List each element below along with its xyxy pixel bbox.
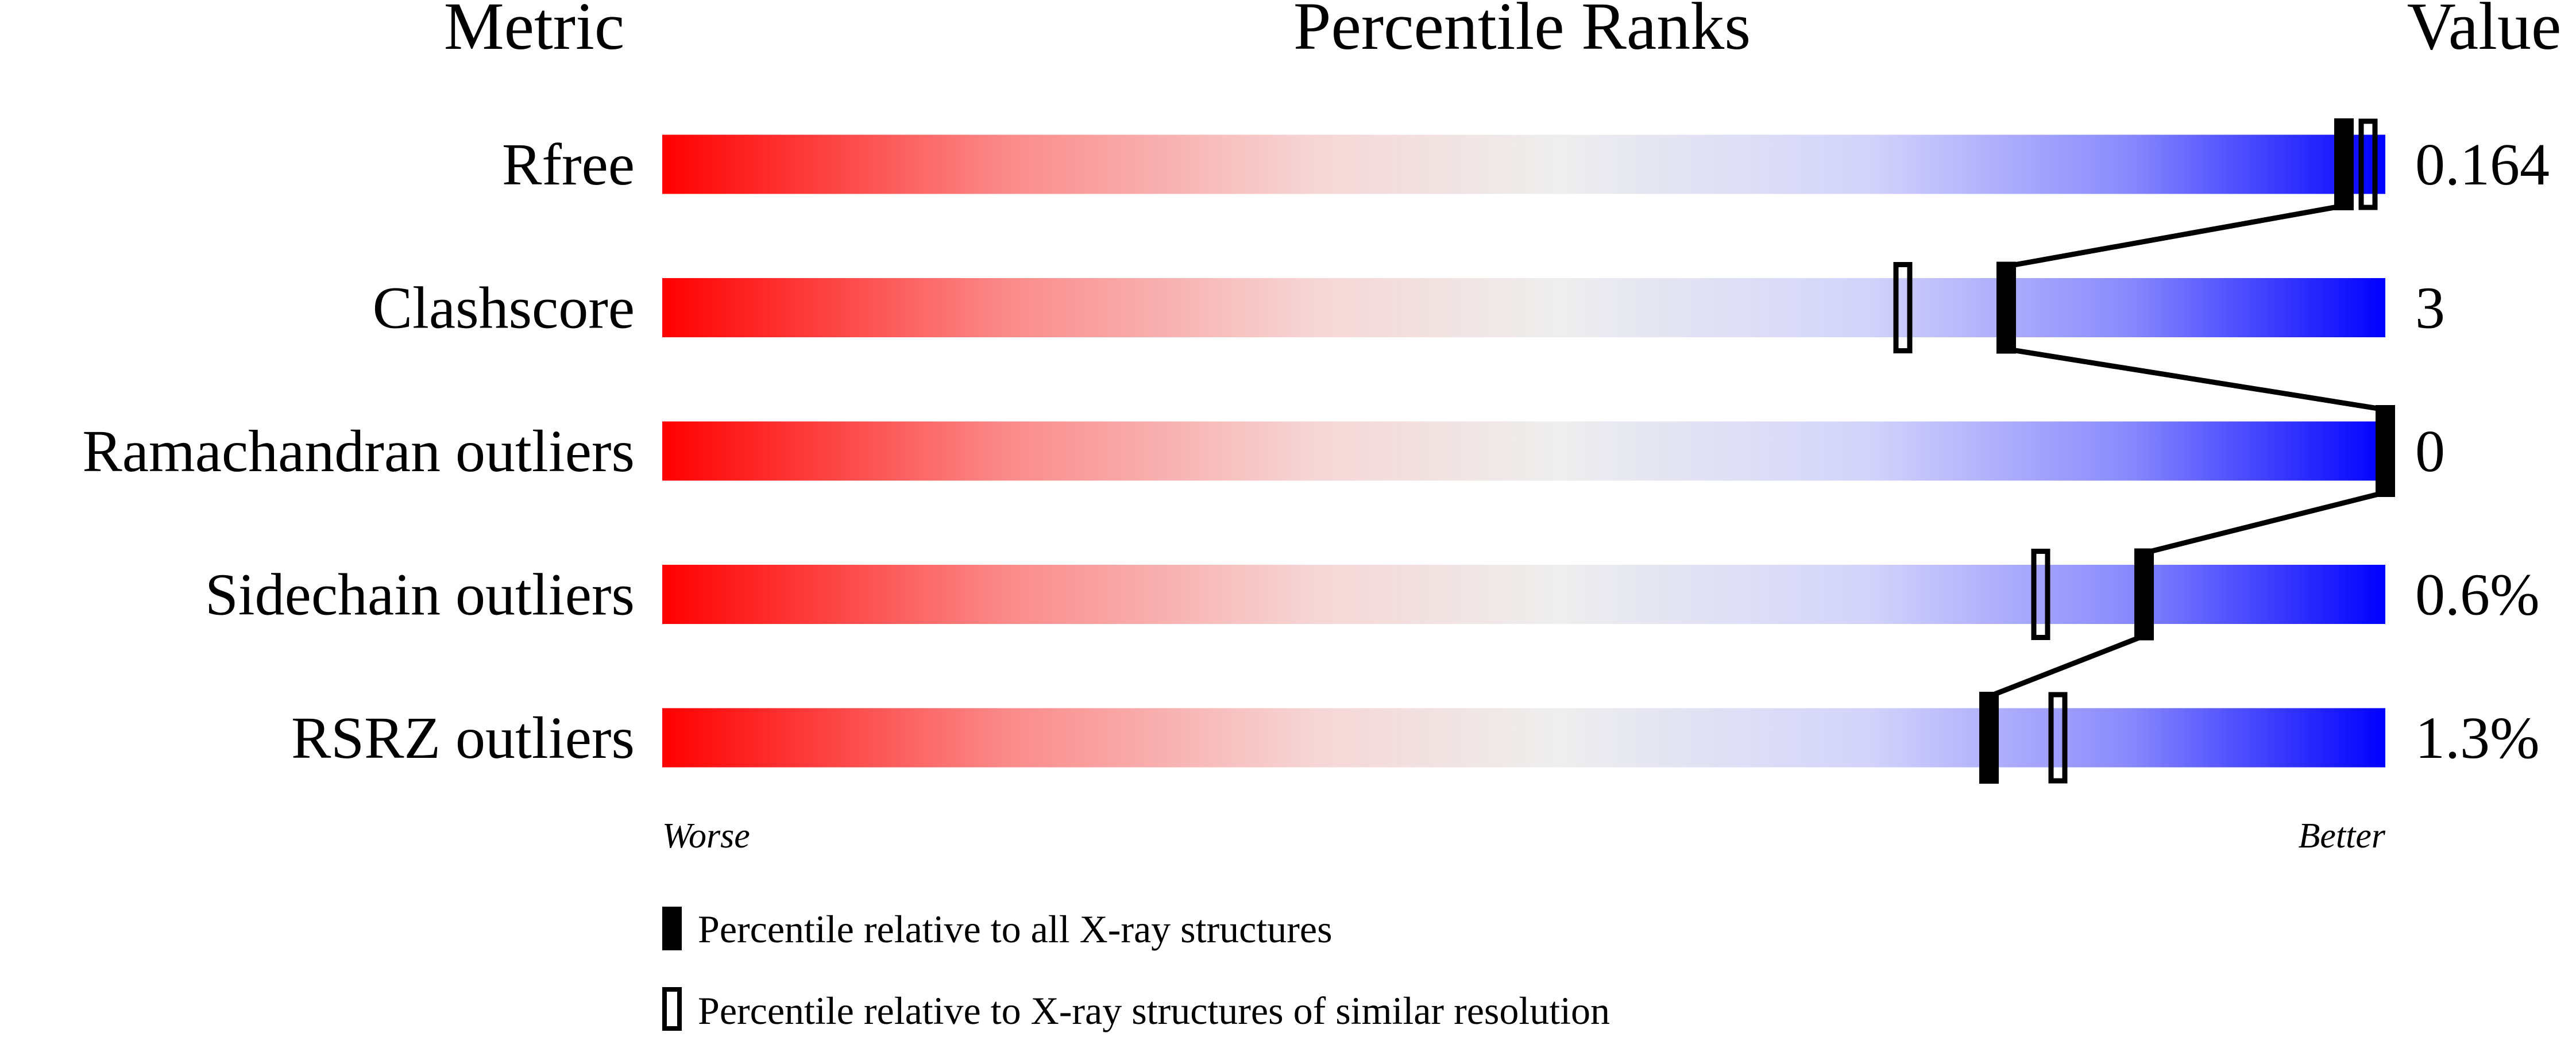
metric-value: 0.164 (2415, 132, 2550, 198)
percentile-bar (662, 134, 2385, 194)
connector-line (1988, 633, 2145, 699)
marker-all-structures (2334, 118, 2354, 210)
percentile-bar (662, 278, 2385, 337)
metric-value: 3 (2415, 275, 2445, 341)
metric-value: 0.6% (2415, 562, 2540, 628)
metric-label: Ramachandran outliers (82, 418, 635, 484)
legend-filled-label: Percentile relative to all X-ray structu… (698, 907, 1333, 951)
marker-all-structures (1979, 692, 1999, 784)
connector-line (2006, 346, 2386, 413)
legend-open-label: Percentile relative to X-ray structures … (698, 989, 1610, 1032)
worse-label: Worse (662, 816, 750, 856)
metric-label: Sidechain outliers (205, 562, 635, 628)
legend-filled-marker (662, 907, 682, 950)
marker-similar-resolution (1893, 262, 1913, 353)
connector-line (2143, 490, 2386, 556)
metric-value: 0 (2415, 418, 2445, 484)
header-metric: Metric (444, 0, 625, 64)
better-label: Better (2299, 816, 2386, 856)
legend-open-marker (662, 987, 682, 1031)
percentile-bar (662, 708, 2385, 768)
metric-value: 1.3% (2415, 705, 2540, 771)
header-value: Value (2407, 0, 2562, 64)
marker-all-structures (2134, 548, 2154, 641)
percentile-bar (662, 421, 2385, 481)
percentile-bar (662, 565, 2385, 624)
marker-all-structures (2376, 405, 2395, 497)
metric-label: Clashscore (373, 275, 635, 341)
marker-similar-resolution (2048, 692, 2068, 784)
marker-similar-resolution (2031, 549, 2050, 640)
marker-all-structures (1996, 261, 2016, 354)
connector-line (2006, 203, 2345, 269)
marker-similar-resolution (2358, 118, 2378, 210)
metric-label: RSRZ outliers (291, 705, 635, 771)
metric-label: Rfree (502, 132, 635, 198)
header-percentile-ranks: Percentile Ranks (1293, 0, 1751, 64)
